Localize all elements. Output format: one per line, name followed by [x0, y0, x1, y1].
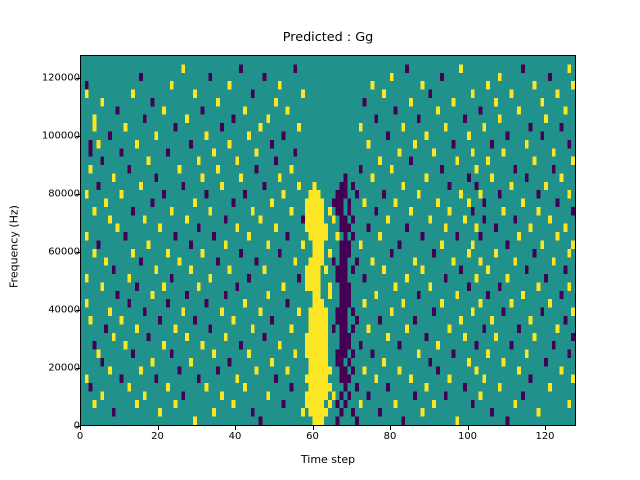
x-axis-tick-label: 60 — [306, 431, 319, 442]
x-axis-tick-mark — [545, 426, 546, 430]
heatmap-plot-area — [80, 55, 576, 426]
x-axis-tick-label: 0 — [76, 431, 84, 442]
y-axis-tick-mark — [76, 252, 80, 254]
y-axis-tick-mark — [76, 194, 80, 196]
y-axis-tick-label: 40000 — [48, 304, 80, 316]
x-axis-tick-label: 80 — [383, 431, 397, 442]
y-axis: Frequency (Hz) 0200004000060000800001000… — [0, 0, 80, 480]
x-axis-tick-mark — [235, 426, 236, 430]
x-axis-tick-mark — [157, 426, 159, 430]
heatmap-image — [81, 56, 575, 425]
x-axis-tick-mark — [312, 426, 314, 430]
y-axis-tick-label: 120000 — [41, 72, 80, 84]
x-axis-tick-mark — [390, 426, 391, 430]
y-axis-tick-label: 20000 — [48, 362, 80, 374]
y-axis-tick-mark — [76, 426, 80, 427]
y-axis-tick-label: 60000 — [48, 246, 80, 258]
y-axis-tick-mark — [76, 368, 80, 370]
y-axis-tick-label: 80000 — [48, 188, 80, 200]
x-axis-tick-label: 20 — [151, 431, 164, 442]
x-axis-tick-mark — [467, 426, 469, 430]
x-axis-tick-label: 120 — [535, 431, 555, 442]
y-axis-tick-mark — [76, 136, 80, 138]
x-axis-tick-mark — [80, 426, 81, 430]
x-axis-tick-label: 100 — [457, 431, 478, 442]
y-axis-tick-mark — [76, 78, 80, 80]
page-title: Predicted : Gg — [282, 30, 374, 45]
x-axis-label: Time step — [300, 453, 356, 466]
y-axis-tick-mark — [76, 310, 80, 312]
x-axis-tick-label: 40 — [228, 431, 242, 442]
y-axis-tick-label: 100000 — [41, 130, 80, 142]
